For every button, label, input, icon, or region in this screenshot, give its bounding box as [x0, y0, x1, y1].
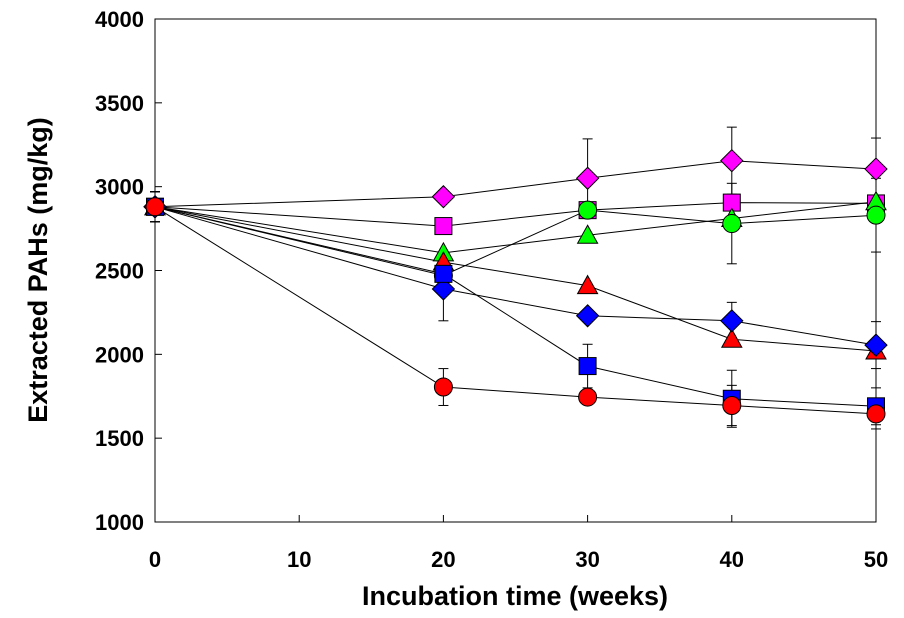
series-line-7	[154, 206, 877, 407]
series-lines	[154, 160, 877, 415]
data-point-s4-circle	[866, 205, 886, 225]
data-point-s6-diamond	[575, 304, 600, 328]
plot-area	[154, 18, 877, 523]
data-point-s4-circle	[578, 200, 598, 220]
data-point-s8-circle	[578, 387, 598, 407]
data-point-s5-triangle	[720, 328, 743, 348]
data-point-s1-diamond	[575, 166, 600, 190]
series-line-4	[154, 206, 877, 277]
data-point-s8-circle	[145, 197, 165, 217]
data-point-s7-square	[578, 357, 597, 376]
y-tick-label: 3000	[95, 175, 144, 200]
data-point-s7-square	[434, 264, 453, 283]
data-point-s8-circle	[866, 404, 886, 424]
y-axis-title: Extracted PAHs (mg/kg)	[23, 117, 53, 423]
y-tick-label: 3500	[95, 91, 144, 116]
x-axis-title: Incubation time (weeks)	[362, 581, 668, 611]
y-tick-label: 4000	[95, 7, 144, 32]
series-line-1	[154, 160, 877, 208]
data-point-s8-circle	[722, 395, 742, 415]
data-point-s6-diamond	[720, 309, 744, 333]
data-point-s1-diamond	[431, 185, 456, 209]
data-point-s6-diamond	[864, 333, 888, 357]
series-line-5	[154, 206, 877, 352]
y-tick-label: 1500	[95, 426, 144, 451]
axis-ticks: 0 10 20 30 40 50 1000 1500 2000 2500 3000 3500 4000	[95, 7, 888, 572]
data-point-s2-square	[434, 217, 453, 236]
data-point-s1-diamond	[720, 148, 744, 173]
data-point-s3-triangle	[576, 224, 599, 244]
x-tick-label: 0	[149, 547, 161, 572]
x-tick-label: 50	[864, 547, 888, 572]
data-point-s8-circle	[433, 377, 453, 397]
data-markers	[143, 148, 888, 424]
x-tick-label: 40	[720, 547, 744, 572]
error-bars	[150, 126, 881, 430]
y-tick-label: 2000	[95, 342, 144, 367]
y-tick-label: 2500	[95, 259, 144, 284]
x-tick-label: 30	[575, 547, 599, 572]
plot-frame	[154, 18, 877, 523]
data-point-s1-diamond	[864, 157, 888, 181]
y-tick-label: 1000	[95, 510, 144, 535]
data-point-s5-triangle	[576, 274, 599, 295]
data-point-s6-diamond	[431, 277, 456, 301]
x-tick-label: 20	[431, 547, 455, 572]
x-tick-label: 10	[287, 547, 311, 572]
data-point-s4-circle	[722, 214, 742, 234]
